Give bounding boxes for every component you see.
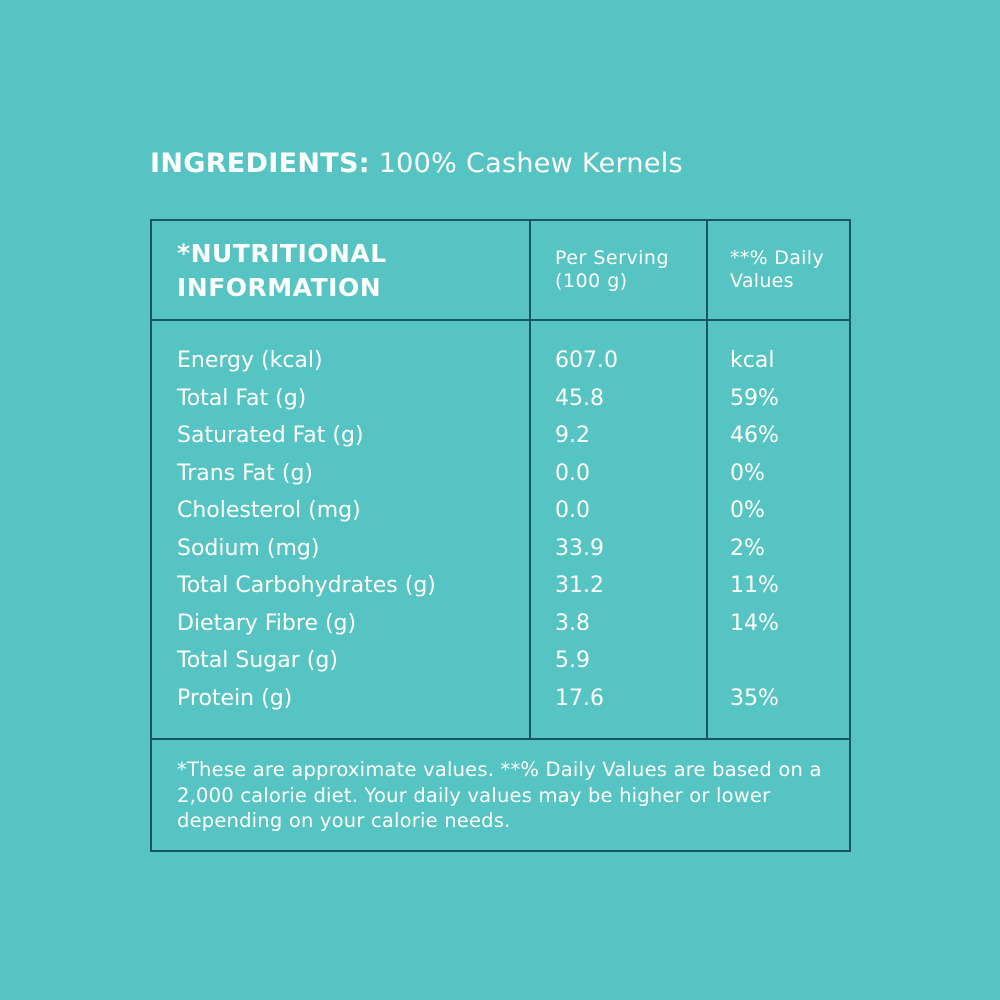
footnote: *These are approximate values. **% Daily… [177, 758, 822, 832]
table-row: Protein (g) 17.6 35% [152, 680, 849, 717]
ingredients-value: 100% Cashew Kernels [378, 148, 683, 179]
header-line: (100 g) [555, 270, 628, 292]
header-daily-values: **% Daily Values [730, 247, 824, 293]
header-line: Per Serving [555, 247, 670, 269]
header-line: INFORMATION [177, 273, 382, 302]
column-divider [706, 221, 708, 739]
per-serving-value: 9.2 [555, 423, 590, 448]
table-row: Total Carbohydrates (g) 31.2 11% [152, 567, 849, 604]
nutrient-name: Trans Fat (g) [177, 460, 313, 486]
nutrient-name: Sodium (mg) [177, 535, 320, 561]
nutrient-name: Dietary Fibre (g) [177, 610, 357, 636]
header-divider [152, 319, 849, 321]
table-row: Dietary Fibre (g) 3.8 14% [152, 605, 849, 642]
nutrient-name: Total Sugar (g) [177, 648, 338, 673]
table-row: Trans Fat (g) 0.0 0% [152, 455, 849, 492]
table-row: Sodium (mg) 33.9 2% [152, 530, 849, 567]
column-divider [529, 221, 531, 739]
footer-divider [152, 738, 849, 740]
nutrient-name: Total Carbohydrates (g) [177, 573, 436, 598]
header-line: Values [730, 270, 794, 292]
header-nutritional-information: *NUTRITIONAL INFORMATION [177, 237, 387, 305]
daily-value: kcal [730, 348, 775, 373]
nutrient-name: Saturated Fat (g) [177, 423, 364, 448]
per-serving-value: 607.0 [555, 348, 618, 373]
daily-value: 35% [730, 685, 779, 711]
per-serving-value: 31.2 [555, 573, 604, 598]
per-serving-value: 0.0 [555, 460, 590, 486]
ingredients-line: INGREDIENTS: 100% Cashew Kernels [150, 148, 683, 179]
nutrient-name: Cholesterol (mg) [177, 498, 361, 523]
ingredients-label: INGREDIENTS: [150, 148, 370, 179]
per-serving-value: 0.0 [555, 498, 590, 523]
nutrient-name: Total Fat (g) [177, 385, 307, 411]
daily-value: 59% [730, 385, 779, 411]
daily-value: 0% [730, 498, 765, 523]
daily-value: 0% [730, 460, 765, 486]
header-line: *NUTRITIONAL [177, 239, 387, 268]
per-serving-value: 17.6 [555, 685, 604, 711]
header-line: **% Daily [730, 247, 824, 269]
daily-value: 2% [730, 535, 765, 561]
nutrition-table: *NUTRITIONAL INFORMATION Per Serving (10… [150, 219, 851, 852]
nutrient-name: Protein (g) [177, 685, 293, 711]
table-row: Total Fat (g) 45.8 59% [152, 380, 849, 417]
per-serving-value: 5.9 [555, 648, 590, 673]
daily-value: 46% [730, 423, 779, 448]
header-per-serving: Per Serving (100 g) [555, 247, 669, 293]
daily-value: 11% [730, 573, 779, 598]
table-row: Energy (kcal) 607.0 kcal [152, 342, 849, 379]
nutrient-name: Energy (kcal) [177, 348, 323, 373]
per-serving-value: 45.8 [555, 385, 604, 411]
table-row: Total Sugar (g) 5.9 [152, 642, 849, 679]
table-row: Saturated Fat (g) 9.2 46% [152, 417, 849, 454]
per-serving-value: 33.9 [555, 535, 604, 561]
daily-value: 14% [730, 610, 779, 636]
table-row: Cholesterol (mg) 0.0 0% [152, 492, 849, 529]
per-serving-value: 3.8 [555, 610, 590, 636]
